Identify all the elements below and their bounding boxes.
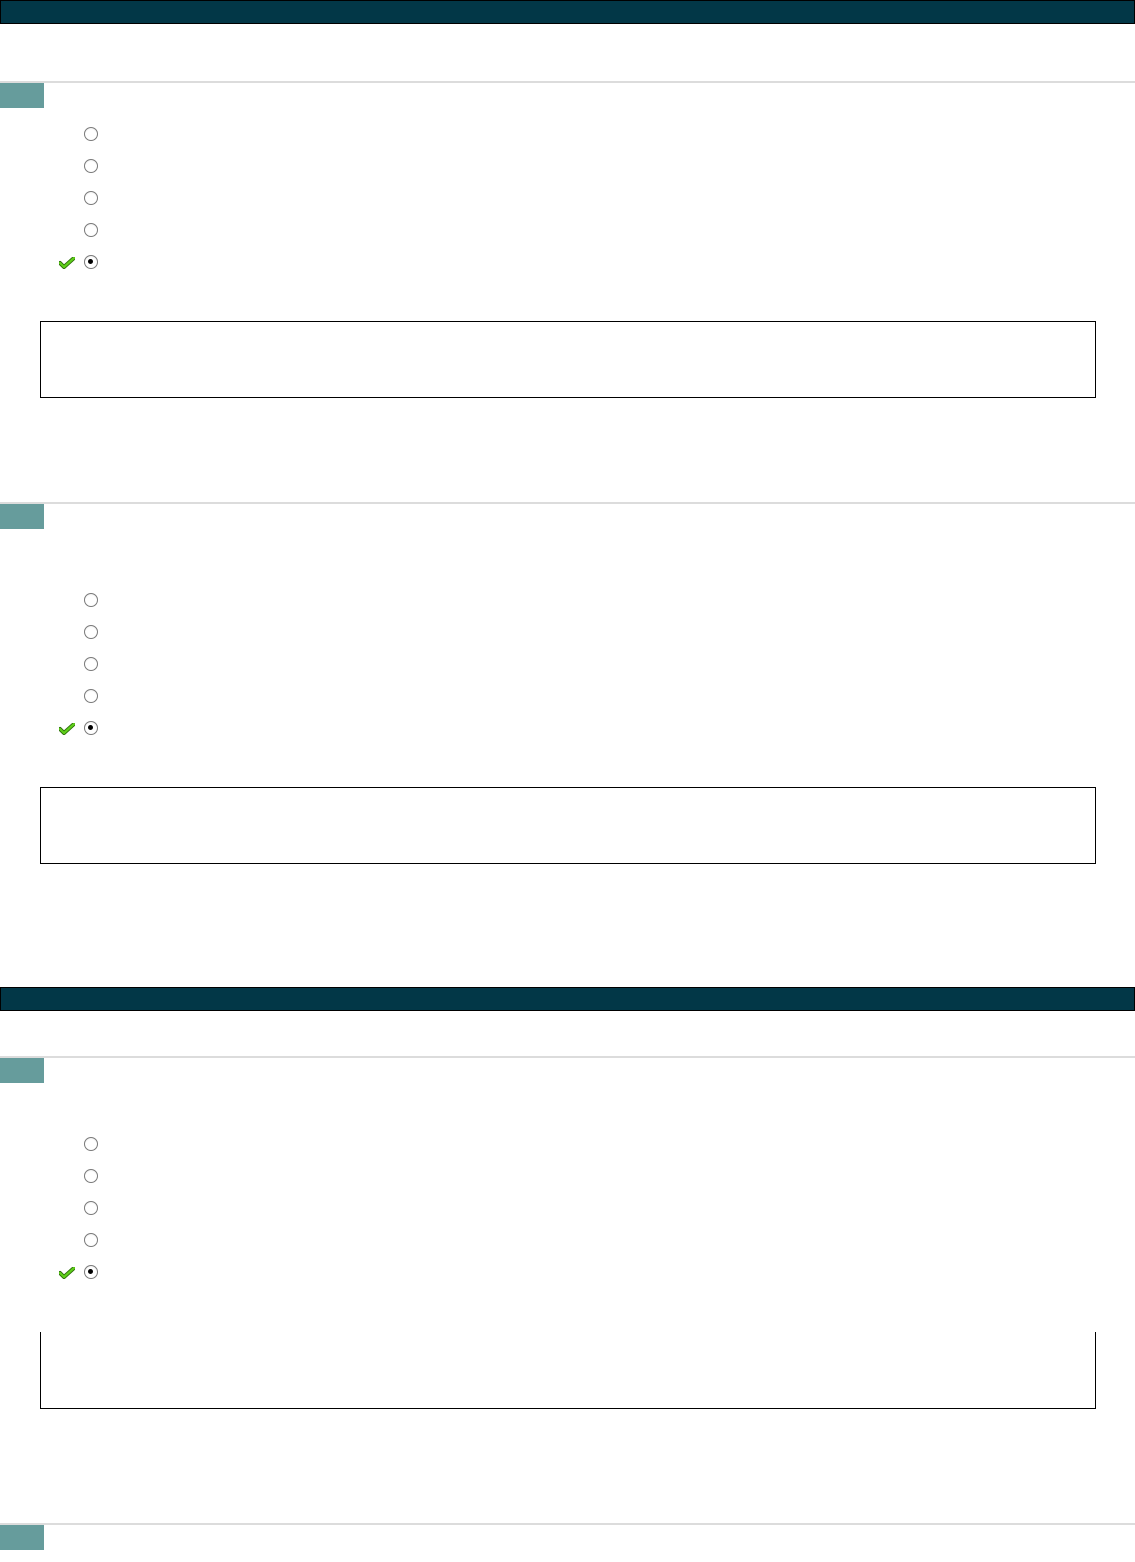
answer-radio-button[interactable] xyxy=(84,1233,98,1247)
answer-radio-button[interactable] xyxy=(84,1169,98,1183)
question-number-marker xyxy=(0,504,44,529)
feedback-box xyxy=(40,321,1096,398)
question-number-marker xyxy=(0,83,44,108)
page-header-bar xyxy=(0,987,1135,1011)
answer-radio-button[interactable] xyxy=(84,721,98,735)
answer-radio-button[interactable] xyxy=(84,127,98,141)
question-divider xyxy=(0,81,1135,83)
answer-radio-button[interactable] xyxy=(84,1137,98,1151)
page-header-bar xyxy=(0,0,1135,24)
answer-radio-button[interactable] xyxy=(84,1201,98,1215)
answer-radio-button[interactable] xyxy=(84,593,98,607)
answer-radio-button[interactable] xyxy=(84,223,98,237)
answer-radio-button[interactable] xyxy=(84,191,98,205)
check-icon xyxy=(58,256,76,269)
question-number-marker xyxy=(0,1058,44,1083)
question-divider xyxy=(0,1056,1135,1058)
question-divider xyxy=(0,502,1135,504)
feedback-box xyxy=(40,787,1096,864)
answer-radio-button[interactable] xyxy=(84,657,98,671)
answer-radio-button[interactable] xyxy=(84,255,98,269)
answer-radio-button[interactable] xyxy=(84,689,98,703)
feedback-box xyxy=(40,1332,1096,1409)
question-divider xyxy=(0,1523,1135,1525)
answer-radio-button[interactable] xyxy=(84,1265,98,1279)
check-icon xyxy=(58,722,76,735)
answer-radio-button[interactable] xyxy=(84,625,98,639)
check-icon xyxy=(58,1266,76,1279)
answer-radio-button[interactable] xyxy=(84,159,98,173)
question-number-marker xyxy=(0,1525,44,1550)
